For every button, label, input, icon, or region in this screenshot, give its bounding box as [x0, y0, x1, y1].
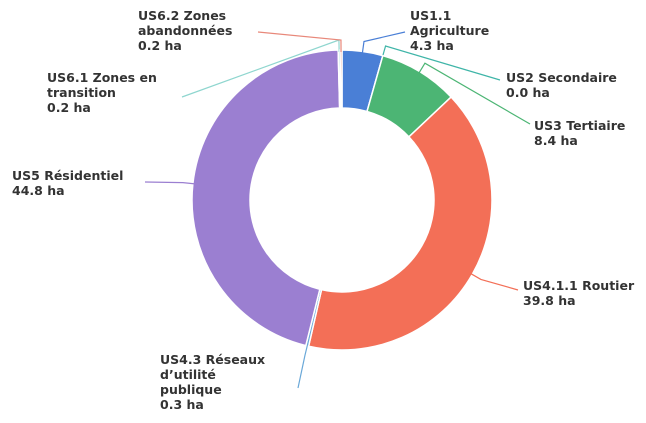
category-label: US6.2 Zones abandonnées	[138, 8, 233, 38]
leader-line	[297, 343, 309, 389]
category-label: US6.1 Zones en transition	[47, 70, 157, 100]
leader-line	[361, 31, 406, 54]
category-label: US3 Tertiaire	[534, 118, 626, 133]
value-label: 0.3 ha	[160, 397, 204, 412]
category-label: US4.3 Réseaux d’utilité publique	[160, 352, 266, 397]
slice-label: US6.2 Zones abandonnées 0.2 ha	[138, 8, 250, 53]
value-label: 0.2 ha	[47, 100, 91, 115]
category-label: US1.1 Agriculture	[410, 8, 490, 38]
value-label: 4.3 ha	[410, 38, 454, 53]
value-label: 8.4 ha	[534, 133, 578, 148]
leader-line	[470, 272, 519, 291]
value-label: 39.8 ha	[523, 293, 576, 308]
leader-line	[381, 45, 501, 81]
leader-line	[257, 31, 342, 53]
donut-slice	[191, 49, 341, 347]
leader-line	[418, 62, 531, 125]
donut-slice	[339, 49, 343, 109]
value-label: 44.8 ha	[12, 183, 65, 198]
value-label: 0.0 ha	[506, 85, 550, 100]
slice-label: US1.1 Agriculture 4.3 ha	[410, 8, 502, 53]
category-label: US4.1.1 Routier	[523, 278, 635, 293]
slice-label: US2 Secondaire 0.0 ha	[506, 70, 646, 100]
slice-label: US4.3 Réseaux d’utilité publique 0.3 ha	[160, 352, 268, 412]
category-label: US2 Secondaire	[506, 70, 617, 85]
category-label: US5 Résidentiel	[12, 168, 124, 183]
slice-label: US3 Tertiaire 8.4 ha	[534, 118, 644, 148]
slice-label: US5 Résidentiel 44.8 ha	[12, 168, 162, 198]
value-label: 0.2 ha	[138, 38, 182, 53]
donut-slice	[307, 95, 493, 351]
leader-line	[144, 181, 195, 185]
slice-label: US4.1.1 Routier 39.8 ha	[523, 278, 643, 308]
slice-label: US6.1 Zones en transition 0.2 ha	[47, 70, 167, 115]
